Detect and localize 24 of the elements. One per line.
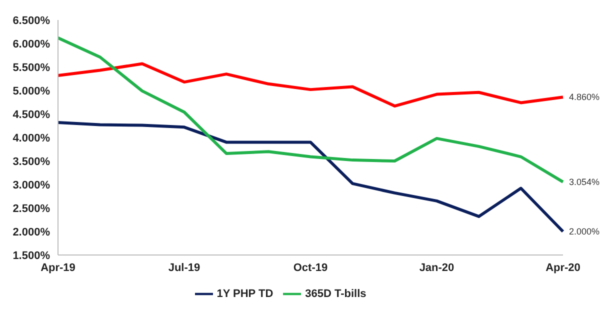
x-tick-label: Jan-20 — [419, 262, 454, 274]
y-tick-label: 5.000% — [12, 85, 50, 98]
y-tick-label: 4.500% — [12, 108, 50, 121]
line-series — [56, 36, 564, 184]
x-tick-label: Oct-19 — [293, 262, 328, 274]
y-tick-label: 3.000% — [12, 179, 50, 192]
y-tick-label: 4.000% — [12, 132, 50, 144]
line-series — [56, 62, 564, 108]
x-tick-label: Apr-19 — [40, 262, 76, 274]
y-tick-label: 2.500% — [12, 202, 50, 215]
x-tick-label: Jul-19 — [168, 262, 200, 274]
legend-label: 365D T-bills — [305, 288, 366, 300]
line-series — [56, 120, 564, 233]
legend-label: 1Y PHP TD — [216, 288, 274, 300]
y-tick-label: 5.500% — [12, 62, 50, 74]
y-tick-label: 1.500% — [12, 250, 50, 262]
data-label: 2.000% — [569, 226, 600, 236]
y-tick-label: 2.000% — [12, 226, 50, 238]
y-tick-label: 3.500% — [12, 156, 50, 168]
x-tick-label: Apr-20 — [546, 262, 580, 274]
data-label: 4.860% — [569, 92, 600, 102]
data-label: 3.054% — [569, 176, 600, 187]
y-tick-label: 6.500% — [12, 14, 50, 27]
y-tick-label: 6.000% — [12, 38, 50, 50]
